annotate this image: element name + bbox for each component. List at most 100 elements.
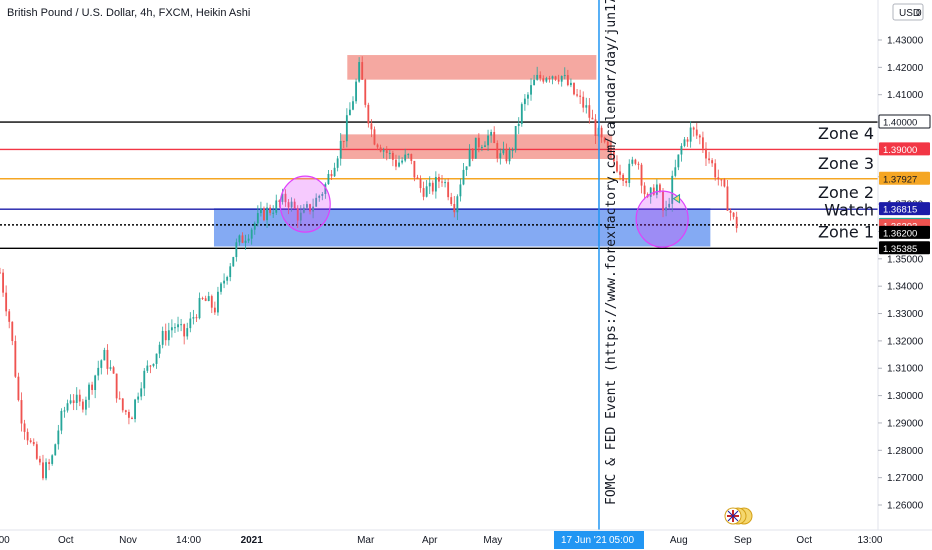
candle-body bbox=[223, 280, 225, 284]
x-tick-label: Apr bbox=[422, 535, 438, 546]
price-tag-7[interactable] bbox=[879, 241, 930, 255]
candle-body bbox=[428, 182, 431, 187]
candle-body bbox=[250, 229, 253, 239]
candle-body bbox=[315, 197, 318, 207]
currency-suffix: 0 bbox=[916, 8, 922, 19]
candle-body bbox=[616, 161, 618, 172]
x-tick-label: 14:00 bbox=[176, 535, 201, 546]
time-axis-bg[interactable] bbox=[0, 530, 932, 550]
candle-body bbox=[195, 317, 198, 319]
price-tag-3[interactable] bbox=[879, 202, 930, 216]
candle-body bbox=[269, 207, 272, 213]
candle-body bbox=[140, 388, 143, 397]
x-tick-label: 13:00 bbox=[857, 535, 882, 546]
candle-body bbox=[5, 292, 8, 312]
event-time-label: 05:00 bbox=[609, 535, 634, 546]
candle-body bbox=[490, 132, 493, 136]
candle-body bbox=[48, 462, 51, 464]
candle-body bbox=[551, 76, 554, 79]
candle-body bbox=[131, 417, 133, 420]
price-tag-1[interactable] bbox=[879, 142, 930, 156]
price-tag-label: 1.37927 bbox=[883, 174, 917, 185]
price-tag-label: 1.39000 bbox=[883, 145, 917, 156]
candle-body bbox=[106, 349, 109, 369]
candle-body bbox=[238, 235, 241, 243]
candle-body bbox=[517, 123, 520, 127]
event-date-badge[interactable] bbox=[553, 531, 644, 549]
candle-body bbox=[419, 179, 422, 189]
price-tag-label: 1.36815 bbox=[883, 205, 917, 216]
price-tag-0[interactable] bbox=[878, 114, 931, 129]
candle-body bbox=[499, 153, 502, 159]
candle-body bbox=[714, 163, 717, 178]
currency-badge[interactable]: USD 0 bbox=[892, 3, 924, 21]
candle-body bbox=[35, 444, 38, 459]
candle-body bbox=[342, 140, 345, 142]
x-tick-label: Mar bbox=[357, 535, 375, 546]
candle-body bbox=[539, 74, 542, 79]
candle-body bbox=[66, 403, 69, 411]
candle-body bbox=[177, 324, 179, 328]
candle-body bbox=[198, 297, 201, 319]
candle-body bbox=[723, 179, 726, 187]
candle-body bbox=[594, 119, 597, 136]
y-tick-label: 1.34000 bbox=[887, 282, 924, 293]
highlight-circle-left[interactable] bbox=[279, 175, 331, 233]
candle-body bbox=[416, 177, 419, 180]
candle-body bbox=[235, 242, 238, 258]
candle-series bbox=[0, 56, 738, 481]
candle-body bbox=[548, 78, 551, 80]
price-axis: 1.430001.420001.410001.400001.390001.380… bbox=[877, 0, 932, 530]
flag-icon[interactable] bbox=[724, 507, 753, 525]
candle-body bbox=[668, 203, 671, 208]
candle-body bbox=[533, 79, 536, 86]
support-zone[interactable] bbox=[213, 208, 711, 247]
candle-body bbox=[327, 173, 330, 185]
candle-body bbox=[158, 344, 161, 354]
candle-body bbox=[293, 201, 296, 209]
candle-body bbox=[201, 297, 204, 299]
candle-body bbox=[444, 182, 446, 184]
resistance-zone-top[interactable] bbox=[347, 55, 597, 80]
candle-body bbox=[502, 149, 505, 154]
candle-body bbox=[370, 123, 373, 130]
candle-body bbox=[164, 330, 167, 341]
candle-body bbox=[422, 188, 425, 197]
candle-body bbox=[115, 373, 118, 399]
zone-label-3: Watch bbox=[824, 201, 874, 220]
candle-body bbox=[410, 154, 413, 161]
candle-body bbox=[278, 200, 281, 202]
candle-body bbox=[453, 204, 456, 213]
candle-body bbox=[431, 182, 434, 192]
price-tag-6[interactable] bbox=[879, 225, 930, 239]
candle-body bbox=[54, 444, 57, 456]
candle-body bbox=[527, 94, 529, 99]
candle-body bbox=[603, 137, 606, 142]
candle-body bbox=[508, 150, 511, 162]
candle-body bbox=[579, 95, 582, 97]
candle-body bbox=[480, 146, 483, 148]
zone-label-0: Zone 4 bbox=[818, 124, 874, 143]
candle-body bbox=[8, 311, 11, 322]
price-tag-label: 1.36200 bbox=[883, 228, 917, 239]
highlight-circle-right[interactable] bbox=[635, 190, 689, 248]
candle-body bbox=[103, 349, 106, 361]
candle-body bbox=[247, 238, 250, 241]
candle-body bbox=[241, 235, 244, 243]
candle-body bbox=[425, 186, 428, 197]
candle-body bbox=[170, 327, 173, 331]
candle-body bbox=[634, 159, 637, 164]
candle-body bbox=[352, 101, 354, 110]
candle-body bbox=[336, 158, 339, 168]
candle-body bbox=[364, 79, 367, 105]
price-tag-2[interactable] bbox=[879, 171, 930, 185]
candle-body bbox=[582, 96, 585, 108]
candle-body bbox=[434, 176, 437, 192]
candle-body bbox=[38, 458, 41, 463]
candle-body bbox=[220, 283, 222, 292]
candle-body bbox=[309, 204, 311, 212]
price-axis-bg[interactable] bbox=[878, 0, 932, 530]
